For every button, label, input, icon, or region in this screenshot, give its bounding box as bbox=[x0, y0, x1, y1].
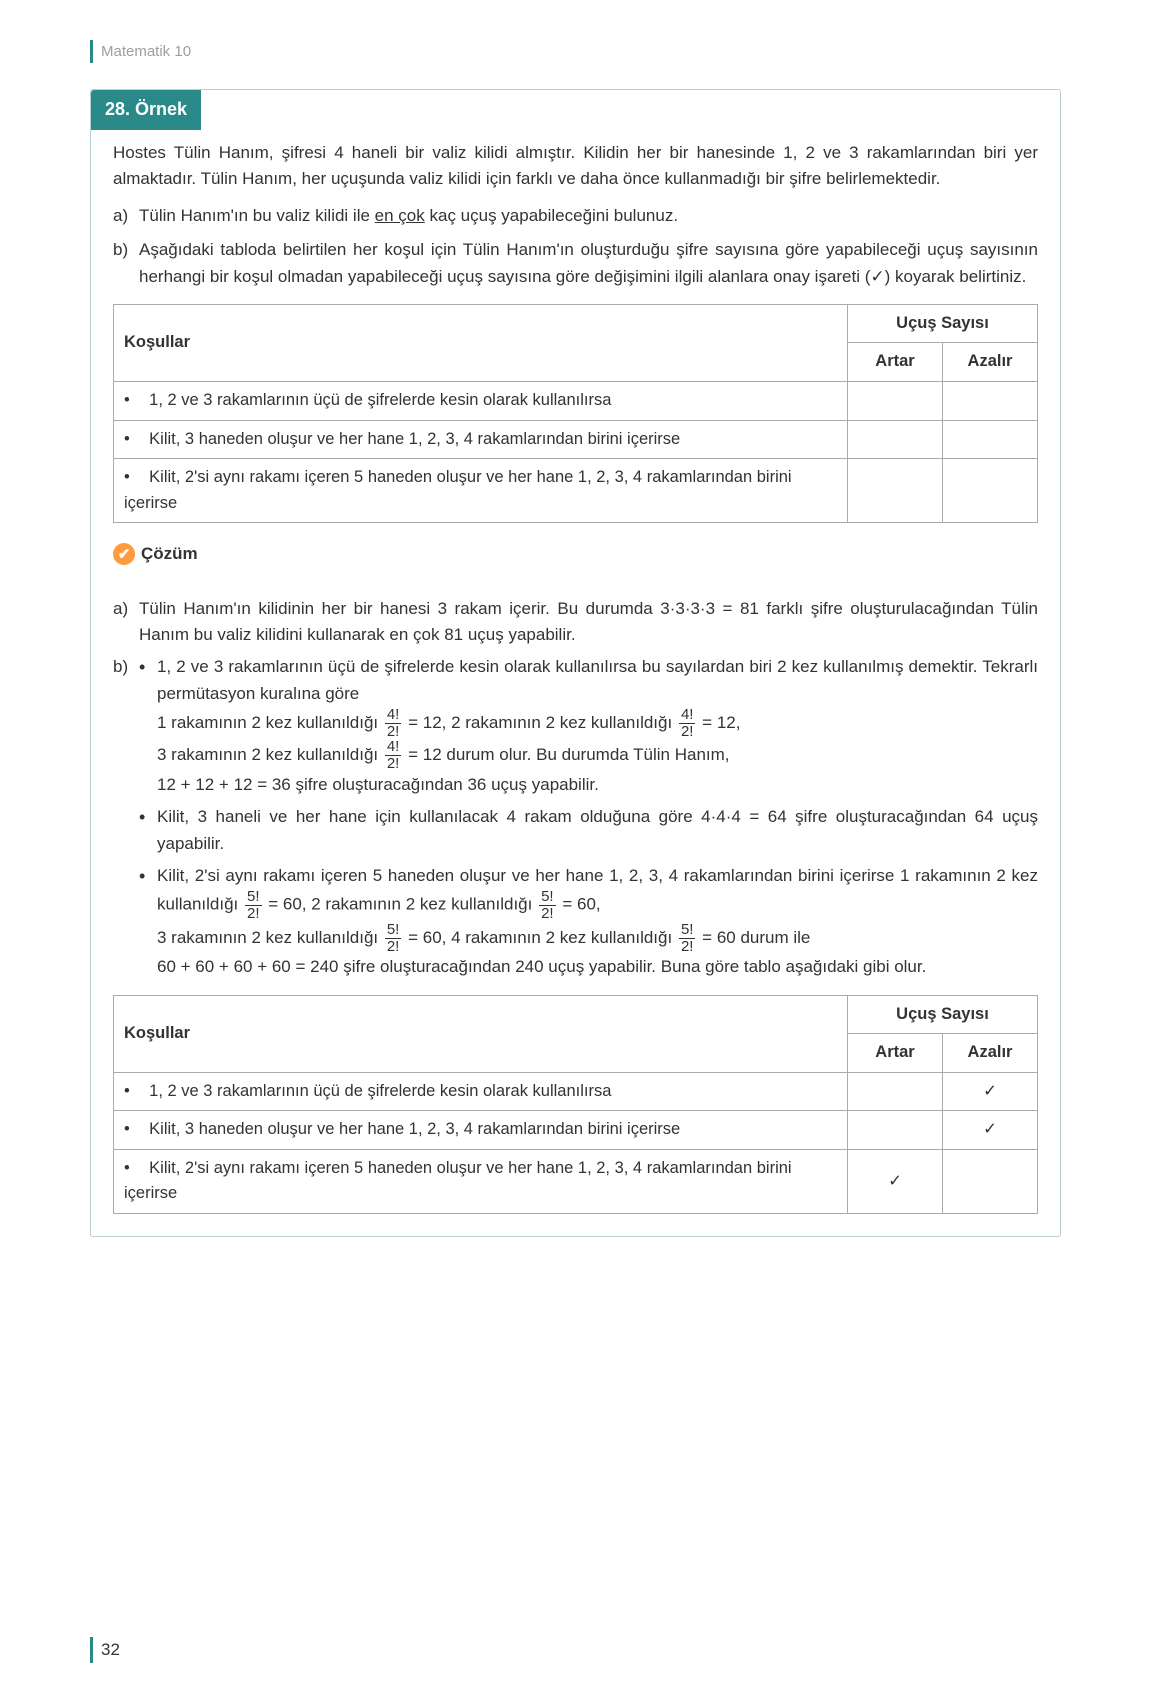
sb-label: b) bbox=[113, 654, 128, 680]
table-row: • Kilit, 3 haneden oluşur ve her hane 1,… bbox=[114, 420, 1038, 459]
b3-l2a: 3 rakamının 2 kez kullanıldığı bbox=[157, 928, 383, 947]
qb-text: Aşağıdaki tabloda belirtilen her koşul i… bbox=[139, 240, 1038, 285]
cell-r3b: Kilit, 2'si aynı rakamı içeren 5 haneden… bbox=[124, 1159, 792, 1203]
table-row: • 1, 2 ve 3 rakamlarının üçü de şifreler… bbox=[114, 1072, 1038, 1111]
th-down2: Azalır bbox=[943, 1034, 1038, 1073]
solution-title: Çözüm bbox=[141, 541, 198, 567]
b1-l1a: 1 rakamının 2 kez kullanıldığı bbox=[157, 713, 383, 732]
th-cond: Koşullar bbox=[114, 304, 848, 381]
sol-b3: Kilit, 2'si aynı rakamı içeren 5 haneden… bbox=[135, 863, 1038, 981]
cell-r2: Kilit, 3 haneden oluşur ve her hane 1, 2… bbox=[149, 430, 680, 448]
table-row: • Kilit, 2'si aynı rakamı içeren 5 haned… bbox=[114, 1149, 1038, 1213]
b1-l1b: = 12, 2 rakamının 2 kez kullanıldığı bbox=[403, 713, 677, 732]
check-icon: ✔ bbox=[113, 543, 135, 565]
th-down: Azalır bbox=[943, 343, 1038, 382]
th-up: Artar bbox=[848, 343, 943, 382]
check-mark: ✓ bbox=[943, 1072, 1038, 1111]
b3-l3: 60 + 60 + 60 + 60 = 240 şifre oluşturaca… bbox=[157, 957, 926, 976]
question-a: a) Tülin Hanım'ın bu valiz kilidi ile en… bbox=[113, 203, 1038, 229]
page-number: 32 bbox=[90, 1637, 1061, 1663]
solution-a: a) Tülin Hanım'ın kilidinin her bir hane… bbox=[113, 596, 1038, 649]
sol-b2: Kilit, 3 haneli ve her hane için kullanı… bbox=[135, 804, 1038, 857]
sa-label: a) bbox=[113, 596, 128, 622]
cell-r2b: Kilit, 3 haneden oluşur ve her hane 1, 2… bbox=[149, 1120, 680, 1138]
solution-header: ✔ Çözüm bbox=[113, 541, 1038, 567]
sa-text: Tülin Hanım'ın kilidinin her bir hanesi … bbox=[139, 599, 1038, 644]
check-mark: ✓ bbox=[943, 1111, 1038, 1150]
table-row: • 1, 2 ve 3 rakamlarının üçü de şifreler… bbox=[114, 381, 1038, 420]
b3-l1b: = 60, 2 rakamının 2 kez kullanıldığı bbox=[264, 895, 538, 914]
example-body: Hostes Tülin Hanım, şifresi 4 haneli bir… bbox=[91, 130, 1060, 1236]
qa-pre: Tülin Hanım'ın bu valiz kilidi ile bbox=[139, 206, 375, 225]
cell-r1: 1, 2 ve 3 rakamlarının üçü de şifrelerde… bbox=[149, 391, 611, 409]
table-row: • Kilit, 2'si aynı rakamı içeren 5 haned… bbox=[114, 459, 1038, 523]
b1-l2a: 3 rakamının 2 kez kullanıldığı bbox=[157, 745, 383, 764]
conditions-table-filled: Koşullar Uçuş Sayısı Artar Azalır • 1, 2… bbox=[113, 995, 1038, 1214]
example-intro: Hostes Tülin Hanım, şifresi 4 haneli bir… bbox=[113, 140, 1038, 193]
conditions-table-blank: Koşullar Uçuş Sayısı Artar Azalır • 1, 2… bbox=[113, 304, 1038, 523]
check-mark: ✓ bbox=[848, 1149, 943, 1213]
cell-r3: Kilit, 2'si aynı rakamı içeren 5 haneden… bbox=[124, 468, 792, 512]
example-tag: 28. Örnek bbox=[91, 90, 201, 130]
b3-l2b: = 60, 4 rakamının 2 kez kullanıldığı bbox=[403, 928, 677, 947]
b1-l3: 12 + 12 + 12 = 36 şifre oluşturacağından… bbox=[157, 775, 599, 794]
b1-l1c: = 12, bbox=[697, 713, 740, 732]
qa-label: a) bbox=[113, 203, 128, 229]
th-count: Uçuş Sayısı bbox=[848, 304, 1038, 343]
question-list: a) Tülin Hanım'ın bu valiz kilidi ile en… bbox=[113, 203, 1038, 290]
solution-b: b) 1, 2 ve 3 rakamlarının üçü de şifrele… bbox=[113, 654, 1038, 980]
b3-l1c: = 60, bbox=[558, 895, 601, 914]
question-b: b) Aşağıdaki tabloda belirtilen her koşu… bbox=[113, 237, 1038, 290]
qa-post: kaç uçuş yapabileceğini bulunuz. bbox=[425, 206, 678, 225]
b3-l2c: = 60 durum ile bbox=[697, 928, 810, 947]
th-up2: Artar bbox=[848, 1034, 943, 1073]
example-box: 28. Örnek Hostes Tülin Hanım, şifresi 4 … bbox=[90, 89, 1061, 1237]
page-header: Matematik 10 bbox=[90, 40, 1061, 63]
b1-l2b: = 12 durum olur. Bu durumda Tülin Hanım, bbox=[403, 745, 729, 764]
qa-underline: en çok bbox=[375, 206, 425, 225]
qb-label: b) bbox=[113, 237, 128, 263]
th-count2: Uçuş Sayısı bbox=[848, 995, 1038, 1034]
solution-body: a) Tülin Hanım'ın kilidinin her bir hane… bbox=[113, 568, 1038, 1214]
b1-pre: 1, 2 ve 3 rakamlarının üçü de şifrelerde… bbox=[157, 657, 1038, 702]
th-cond2: Koşullar bbox=[114, 995, 848, 1072]
sol-b1: 1, 2 ve 3 rakamlarının üçü de şifrelerde… bbox=[135, 654, 1038, 798]
table-row: • Kilit, 3 haneden oluşur ve her hane 1,… bbox=[114, 1111, 1038, 1150]
cell-r1b: 1, 2 ve 3 rakamlarının üçü de şifrelerde… bbox=[149, 1082, 611, 1100]
